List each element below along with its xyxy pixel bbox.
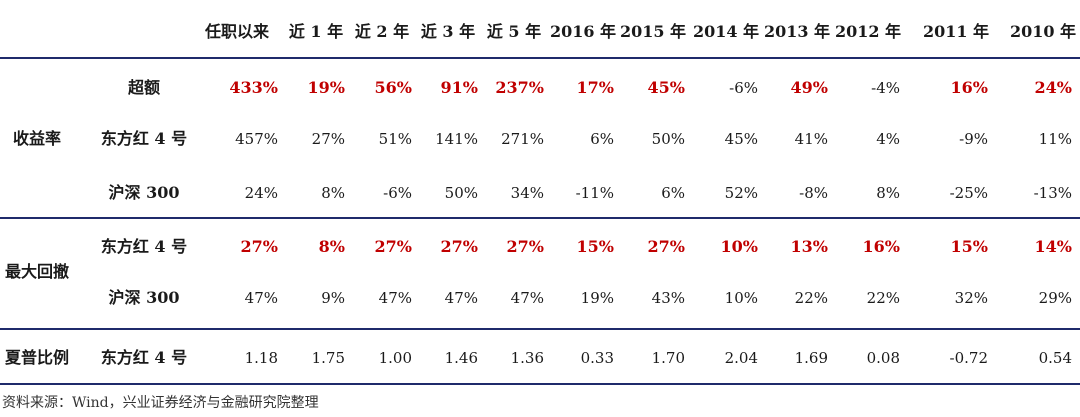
table-cell: 51% bbox=[378, 130, 412, 148]
table-cell: 237% bbox=[495, 78, 544, 97]
column-header: 2014 年 bbox=[692, 22, 760, 41]
table-cell: 16% bbox=[862, 237, 900, 256]
table-rule-line bbox=[0, 57, 1080, 59]
column-header: 近 3 年 bbox=[420, 22, 476, 41]
table-cell: 47% bbox=[444, 289, 478, 307]
table-cell: 22% bbox=[866, 289, 900, 307]
column-header: 2015 年 bbox=[619, 22, 687, 41]
column-header: 2012 年 bbox=[834, 22, 902, 41]
table-cell: 0.08 bbox=[866, 349, 900, 367]
group-label: 最大回撤 bbox=[4, 262, 69, 281]
table-cell: 29% bbox=[1038, 289, 1072, 307]
table-cell: 43% bbox=[651, 289, 685, 307]
table-cell: 27% bbox=[240, 237, 278, 256]
table-cell: 0.33 bbox=[580, 349, 614, 367]
group-label: 收益率 bbox=[12, 129, 61, 148]
table-cell: 17% bbox=[576, 78, 614, 97]
table-cell: 24% bbox=[1034, 78, 1072, 97]
table-cell: 27% bbox=[647, 237, 685, 256]
table-cell: 1.18 bbox=[244, 349, 278, 367]
table-cell: 27% bbox=[506, 237, 544, 256]
row-label: 东方红 4 号 bbox=[100, 129, 188, 148]
table-cell: 56% bbox=[374, 78, 412, 97]
column-header: 2013 年 bbox=[763, 22, 831, 41]
table-cell: -9% bbox=[959, 130, 988, 148]
row-label: 超额 bbox=[127, 78, 160, 97]
table-cell: 8% bbox=[321, 184, 345, 202]
source-note: 资料来源：Wind，兴业证券经济与金融研究院整理 bbox=[2, 395, 319, 411]
table-cell: 32% bbox=[954, 289, 988, 307]
row-label: 东方红 4 号 bbox=[100, 237, 188, 256]
table-cell: 141% bbox=[435, 130, 478, 148]
table-cell: 0.54 bbox=[1038, 349, 1072, 367]
table-cell: 50% bbox=[651, 130, 685, 148]
table-cell: 6% bbox=[590, 130, 614, 148]
table-cell: 2.04 bbox=[724, 349, 758, 367]
table-cell: 19% bbox=[580, 289, 614, 307]
column-header: 近 5 年 bbox=[486, 22, 542, 41]
row-label: 沪深 300 bbox=[108, 183, 180, 202]
table-cell: 19% bbox=[307, 78, 345, 97]
table-cell: 24% bbox=[244, 184, 278, 202]
table-cell: 457% bbox=[235, 130, 278, 148]
table-cell: 27% bbox=[440, 237, 478, 256]
table-cell: 8% bbox=[318, 237, 345, 256]
table-cell: 34% bbox=[510, 184, 544, 202]
column-header: 2010 年 bbox=[1009, 22, 1077, 41]
table-cell: 91% bbox=[440, 78, 478, 97]
table-cell: 1.69 bbox=[794, 349, 828, 367]
table-cell: -25% bbox=[949, 184, 988, 202]
table-cell: 1.36 bbox=[510, 349, 544, 367]
table-cell: 9% bbox=[321, 289, 345, 307]
table-cell: 15% bbox=[950, 237, 988, 256]
table-cell: 14% bbox=[1034, 237, 1072, 256]
table-cell: -6% bbox=[383, 184, 412, 202]
group-label: 夏普比例 bbox=[4, 348, 69, 367]
column-header: 近 1 年 bbox=[288, 22, 344, 41]
column-header: 2011 年 bbox=[922, 22, 990, 41]
table-cell: 45% bbox=[724, 130, 758, 148]
table-cell: 1.46 bbox=[444, 349, 478, 367]
table-cell: 27% bbox=[374, 237, 412, 256]
table-rule-line bbox=[0, 383, 1080, 385]
table-cell: 10% bbox=[720, 237, 758, 256]
table-cell: 8% bbox=[876, 184, 900, 202]
table-cell: 1.75 bbox=[311, 349, 345, 367]
row-label: 东方红 4 号 bbox=[100, 348, 188, 367]
table-cell: 11% bbox=[1038, 130, 1072, 148]
table-rule-line bbox=[0, 328, 1080, 330]
table-cell: 22% bbox=[794, 289, 828, 307]
table-cell: 47% bbox=[510, 289, 544, 307]
table-cell: -6% bbox=[729, 79, 758, 97]
table-cell: 16% bbox=[950, 78, 988, 97]
table-cell: -4% bbox=[871, 79, 900, 97]
table-cell: -11% bbox=[575, 184, 614, 202]
table-cell: -0.72 bbox=[949, 349, 988, 367]
table-cell: 45% bbox=[647, 78, 685, 97]
table-cell: 49% bbox=[790, 78, 828, 97]
table-cell: 433% bbox=[229, 78, 278, 97]
table-cell: 41% bbox=[794, 130, 828, 148]
table-cell: 15% bbox=[576, 237, 614, 256]
table-cell: 13% bbox=[790, 237, 828, 256]
table-cell: 4% bbox=[876, 130, 900, 148]
table-cell: 27% bbox=[311, 130, 345, 148]
table-rule-line bbox=[0, 217, 1080, 219]
table-cell: -13% bbox=[1033, 184, 1072, 202]
column-header: 2016 年 bbox=[549, 22, 617, 41]
table-cell: 1.70 bbox=[651, 349, 685, 367]
row-label: 沪深 300 bbox=[108, 288, 180, 307]
column-header: 任职以来 bbox=[204, 22, 269, 41]
table-cell: 10% bbox=[724, 289, 758, 307]
table-cell: 50% bbox=[444, 184, 478, 202]
table-cell: 1.00 bbox=[378, 349, 412, 367]
column-header: 近 2 年 bbox=[354, 22, 410, 41]
table-cell: 47% bbox=[244, 289, 278, 307]
table-cell: 47% bbox=[378, 289, 412, 307]
table-cell: -8% bbox=[799, 184, 828, 202]
table-cell: 271% bbox=[501, 130, 544, 148]
table-cell: 52% bbox=[724, 184, 758, 202]
table-cell: 6% bbox=[661, 184, 685, 202]
